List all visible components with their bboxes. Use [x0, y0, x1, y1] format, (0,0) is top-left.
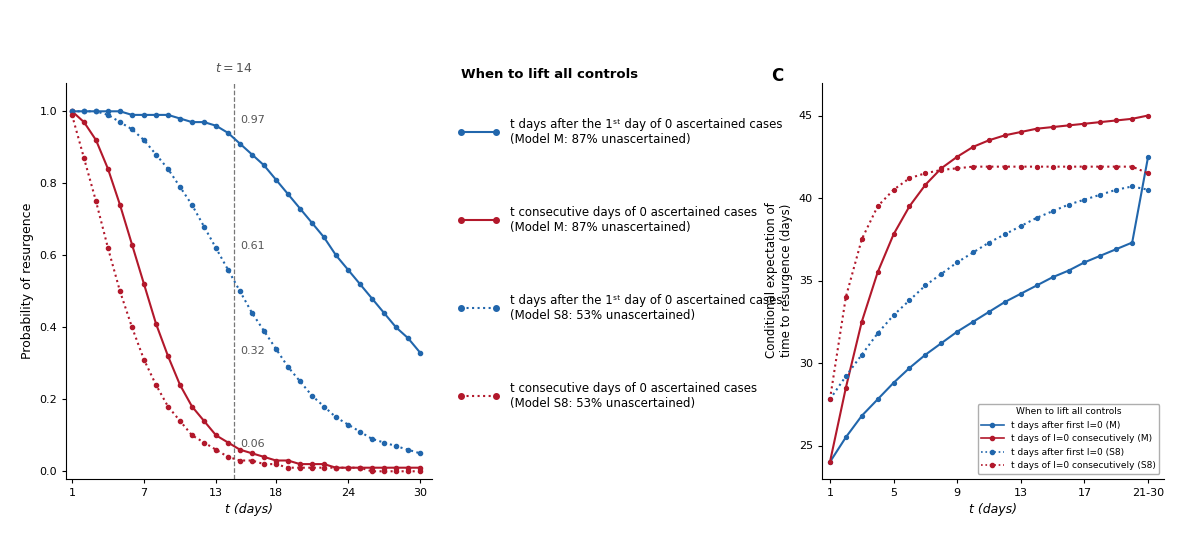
Text: 0.97: 0.97	[240, 116, 265, 125]
Text: t consecutive days of 0 ascertained cases
(Model S8: 53% unascertained): t consecutive days of 0 ascertained case…	[510, 382, 757, 410]
Text: $t = 14$: $t = 14$	[215, 62, 253, 75]
Text: t days after the 1ˢᵗ day of 0 ascertained cases
(Model M: 87% unascertained): t days after the 1ˢᵗ day of 0 ascertaine…	[510, 118, 782, 146]
Text: When to lift all controls: When to lift all controls	[461, 68, 637, 81]
Legend: t days after first I=0 (M), t days of I=0 consecutively (M), t days after first : t days after first I=0 (M), t days of I=…	[978, 404, 1159, 474]
Text: C: C	[770, 67, 782, 85]
Text: 0.61: 0.61	[240, 241, 265, 251]
Y-axis label: Conditional expectation of
time to resurgence (days): Conditional expectation of time to resur…	[766, 202, 793, 359]
Text: t days after the 1ˢᵗ day of 0 ascertained cases
(Model S8: 53% unascertained): t days after the 1ˢᵗ day of 0 ascertaine…	[510, 294, 782, 322]
X-axis label: t (days): t (days)	[226, 503, 274, 516]
X-axis label: t (days): t (days)	[970, 503, 1018, 516]
Text: 0.06: 0.06	[240, 439, 265, 449]
Y-axis label: Probability of resurgence: Probability of resurgence	[20, 202, 34, 359]
Text: 0.32: 0.32	[240, 346, 265, 356]
Text: t consecutive days of 0 ascertained cases
(Model M: 87% unascertained): t consecutive days of 0 ascertained case…	[510, 206, 757, 234]
